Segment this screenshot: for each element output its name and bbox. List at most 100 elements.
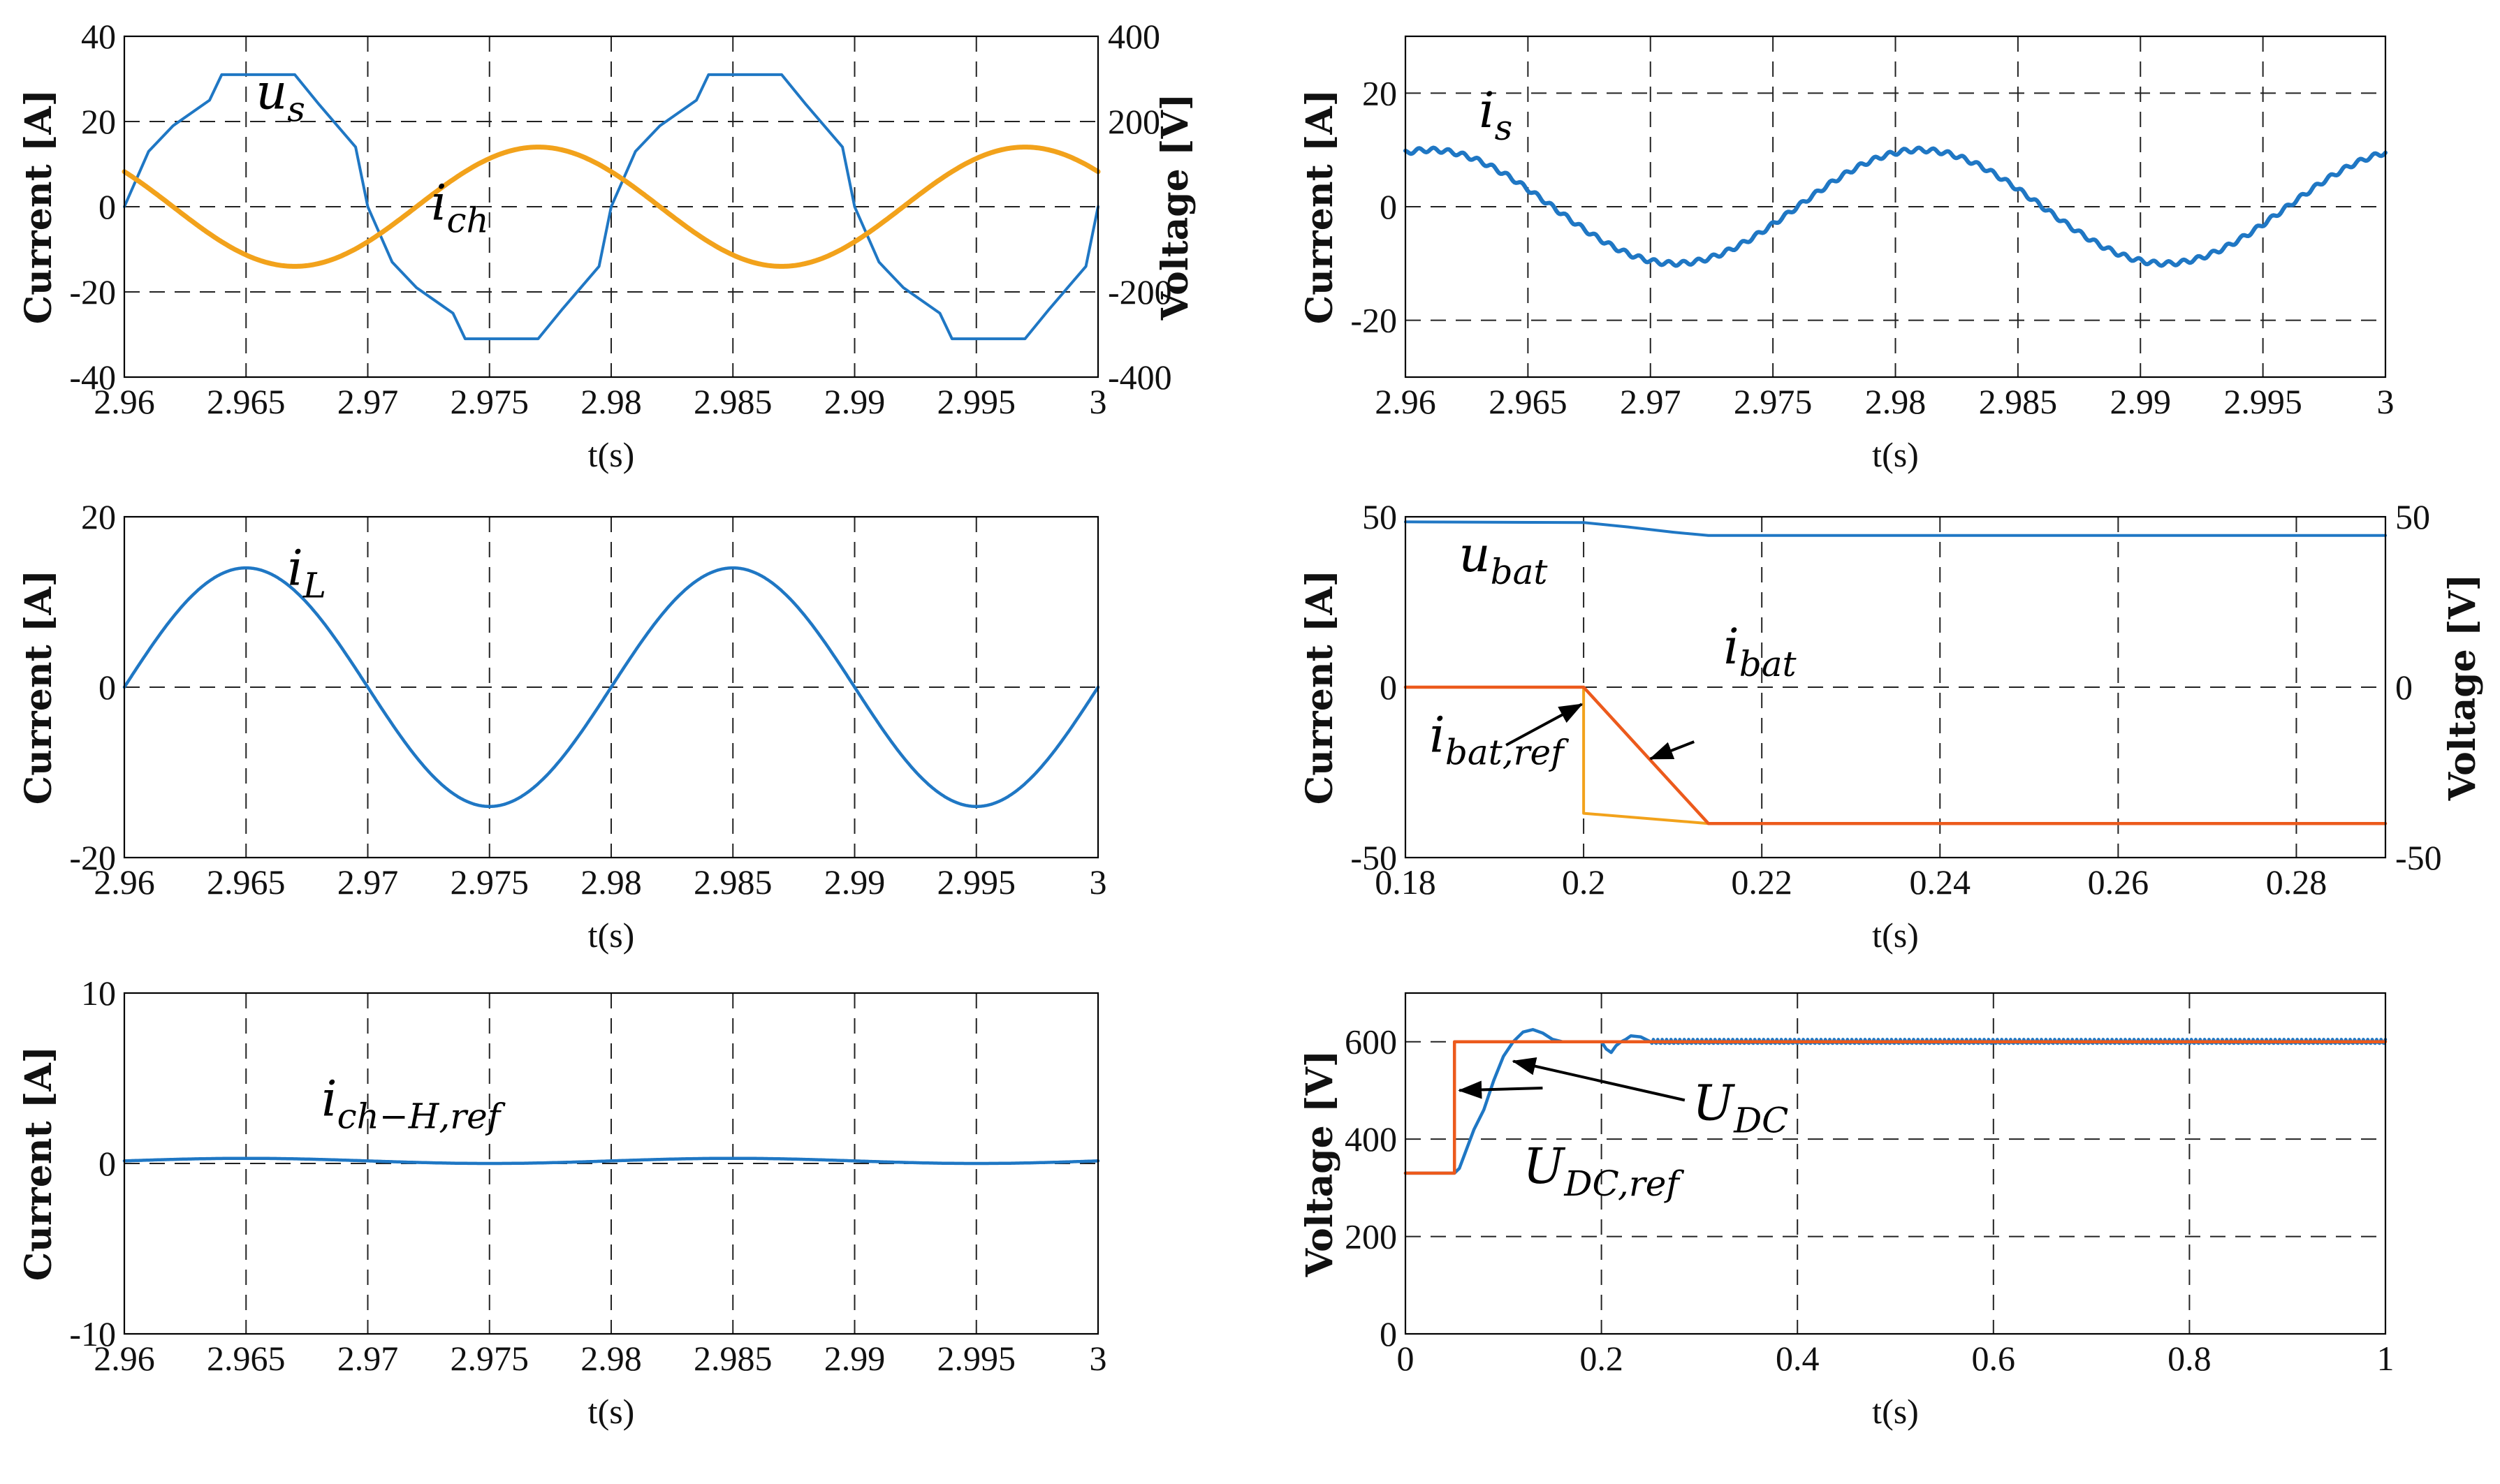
series-label: UDC (1693, 1074, 1788, 1140)
x-tick-label: 0.2 (1579, 1339, 1623, 1378)
x-tick-label: 2.975 (1734, 382, 1813, 421)
y-tick-label: 20 (81, 102, 116, 141)
x-tick-label: 2.965 (1489, 382, 1567, 421)
x-tick-label: 2.99 (824, 862, 886, 902)
series-i-bat (1403, 685, 2388, 825)
plot-frame (1404, 992, 2387, 1335)
chart-udc: 0 0.2 0.4 0.6 0.8 1 600 400 200 0 t(s) Voltage [V] U… (1299, 992, 2395, 1431)
series-i-L (122, 566, 1100, 809)
series-u-s (123, 73, 1099, 341)
x-tick-label: 3 (1090, 1339, 1107, 1378)
series-label: ich−H,ref (321, 1071, 505, 1137)
x-axis-title: t(s) (1872, 435, 1919, 474)
x-tick-label: 2.965 (207, 382, 286, 421)
y-tick-label: -20 (69, 272, 116, 311)
plot-frame (1404, 515, 2387, 859)
y-axis-title: Voltage [V] (1299, 1050, 1341, 1278)
y-tick-label: -20 (69, 838, 116, 877)
series-label: ibat,ref (1429, 707, 1569, 773)
series-label: is (1479, 82, 1512, 148)
x-tick-label: 2.96 (1375, 382, 1436, 421)
x-tick-label: 2.99 (824, 1339, 886, 1378)
x-tick-label: 2.97 (1620, 382, 1681, 421)
y-tick-label: 200 (1345, 1217, 1397, 1256)
series-label: ich (431, 174, 489, 240)
y-tick-label: -50 (1350, 838, 1397, 877)
series-label: UDC,ref (1523, 1138, 1684, 1204)
y2-axis-title: Voltage [V] (1154, 94, 1197, 321)
x-tick-label: 2.995 (2223, 382, 2302, 421)
x-tick-label: 2.98 (580, 862, 642, 902)
x-tick-label: 2.98 (1865, 382, 1927, 421)
series-label: iL (287, 540, 326, 606)
y-tick-label: 0 (1380, 668, 1397, 707)
y2-tick-label: -400 (1108, 358, 1172, 397)
series-label: ubat (1459, 526, 1549, 592)
x-tick-label: 0.26 (2088, 862, 2149, 902)
x-axis-title: t(s) (588, 435, 635, 474)
plot-frame (123, 515, 1099, 859)
x-axis-title: t(s) (1872, 1392, 1919, 1431)
x-tick-label: 2.975 (451, 382, 529, 421)
x-tick-label: 2.985 (694, 862, 773, 902)
x-tick-label: 2.97 (337, 862, 399, 902)
x-tick-label: 2.965 (207, 862, 286, 902)
y-axis-title: Current [A] (17, 570, 60, 805)
x-tick-label: 2.995 (937, 862, 1016, 902)
y-tick-label: -10 (69, 1314, 116, 1353)
chart-us-ich: 2.96 2.965 2.97 2.975 2.98 2.985 2.99 2.995 3 40 2… (17, 17, 1197, 474)
y2-tick-label: 0 (2395, 668, 2413, 707)
x-tick-label: 2.975 (451, 1339, 529, 1378)
y-tick-label: 20 (1362, 73, 1397, 112)
y-tick-label: 0 (98, 1144, 116, 1183)
x-tick-label: 0 (1397, 1339, 1415, 1378)
plot-frame (1404, 35, 2387, 379)
y-tick-label: 600 (1345, 1022, 1397, 1061)
y-tick-label: 0 (1380, 187, 1397, 226)
y-tick-label: 50 (1362, 497, 1397, 536)
x-tick-label: 0.2 (1562, 862, 1606, 902)
x-tick-label: 3 (1090, 382, 1107, 421)
x-tick-label: 0.6 (1972, 1339, 2016, 1378)
y-tick-label: 20 (81, 497, 116, 536)
x-tick-label: 2.98 (580, 1339, 642, 1378)
y2-tick-label: -200 (1108, 272, 1172, 311)
annotation-arrow (1649, 740, 1695, 761)
x-tick-label: 2.99 (824, 382, 886, 421)
chart-iL: 2.96 2.965 2.97 2.975 2.98 2.985 2.99 2.995 3 20 0… (17, 497, 1107, 955)
y2-axis-title: Voltage [V] (2441, 574, 2484, 802)
series-u-bat (1404, 520, 2387, 537)
x-tick-label: 2.995 (937, 1339, 1016, 1378)
y-tick-label: -20 (1350, 301, 1397, 340)
x-tick-label: 2.985 (694, 382, 773, 421)
x-axis-title: t(s) (588, 916, 635, 955)
x-tick-label: 0.22 (1731, 862, 1792, 902)
series-i-ch (122, 145, 1101, 269)
x-tick-label: 3 (2377, 382, 2395, 421)
chart-ichHref: 2.96 2.965 2.97 2.975 2.98 2.985 2.99 2.995 3 10 0… (17, 974, 1107, 1431)
x-tick-label: 2.975 (451, 862, 529, 902)
x-tick-label: 0.4 (1776, 1339, 1820, 1378)
x-tick-label: 2.96 (94, 862, 155, 902)
x-tick-label: 0.28 (2266, 862, 2327, 902)
y-tick-label: -40 (69, 358, 116, 397)
y2-tick-label: 50 (2395, 497, 2430, 536)
series-i-chHref (122, 1156, 1100, 1166)
plot-frame (123, 992, 1099, 1335)
annotation-arrow (1458, 1080, 1543, 1099)
x-axis-title: t(s) (588, 1392, 635, 1431)
y-tick-label: 40 (81, 17, 116, 56)
y-axis-title: Current [A] (17, 1046, 60, 1281)
y-tick-label: 0 (1380, 1314, 1397, 1353)
series-label: us (256, 64, 305, 130)
x-tick-label: 0.18 (1375, 862, 1436, 902)
annotation-arrow (1512, 1057, 1686, 1102)
x-tick-label: 0.8 (2168, 1339, 2212, 1378)
x-tick-label: 2.985 (1979, 382, 2058, 421)
x-tick-label: 2.995 (937, 382, 1016, 421)
plot-frame (123, 35, 1099, 379)
x-tick-label: 2.985 (694, 1339, 773, 1378)
x-tick-label: 2.96 (94, 1339, 155, 1378)
x-tick-label: 3 (1090, 862, 1107, 902)
